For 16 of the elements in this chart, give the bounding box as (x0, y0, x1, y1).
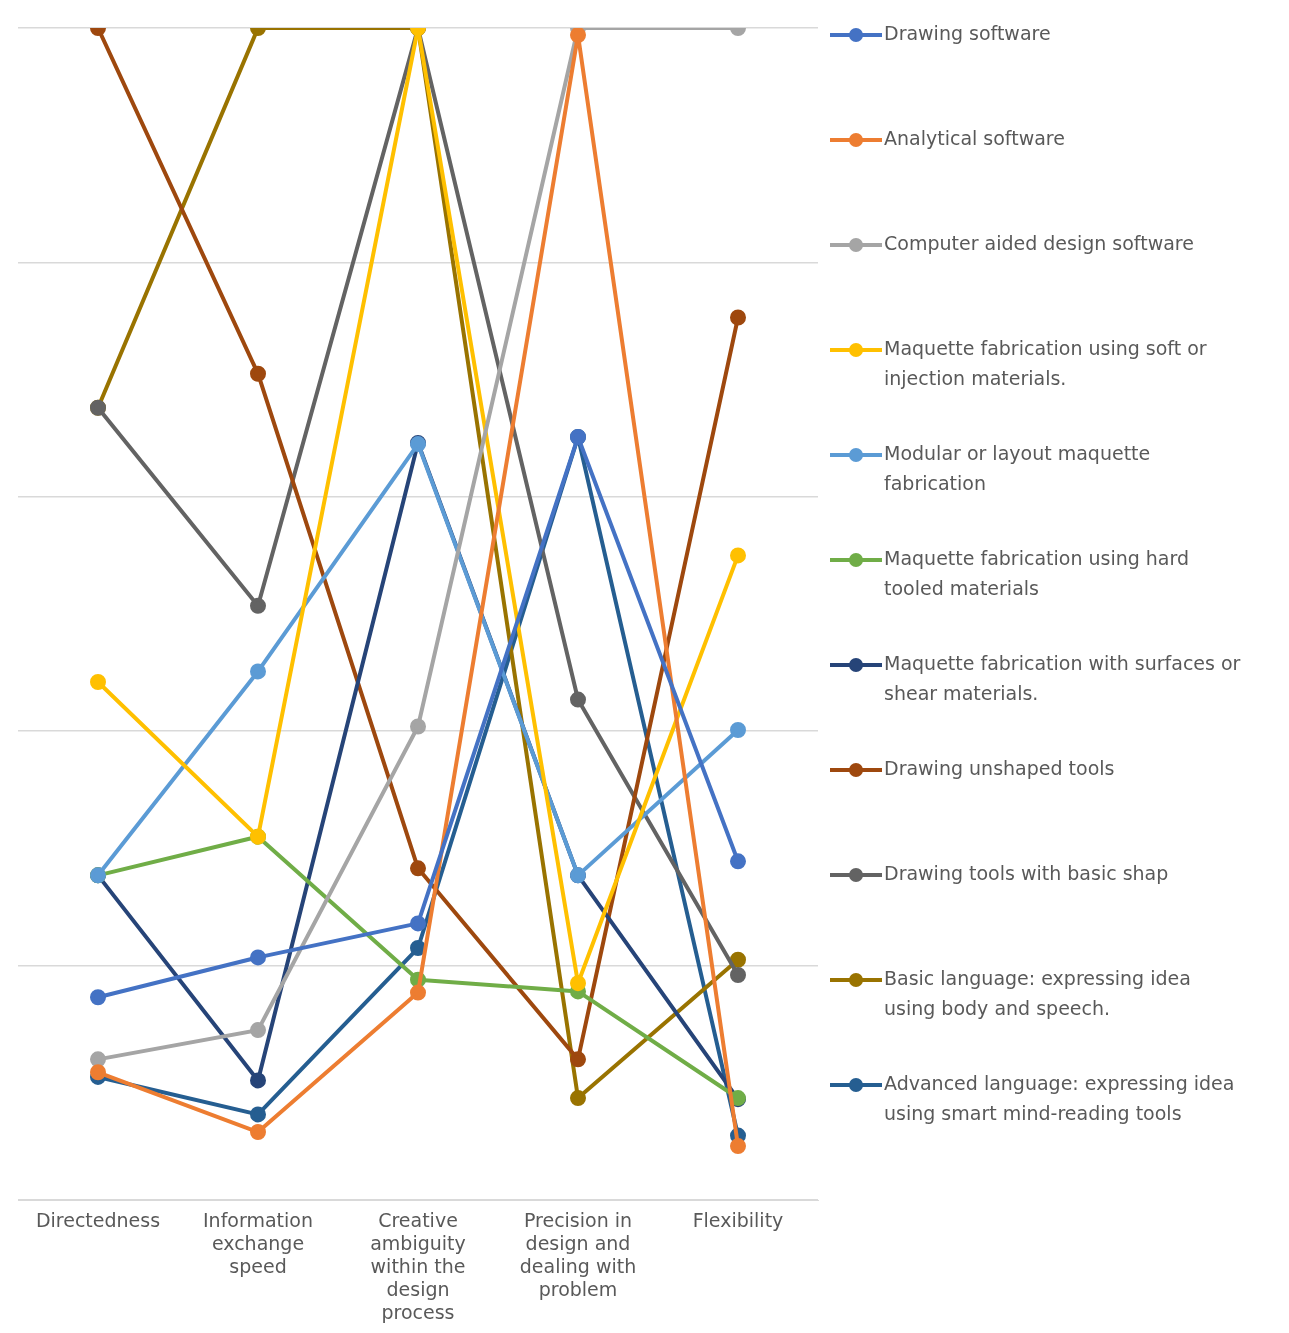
legend-label: Drawing software (884, 21, 1051, 46)
legend-label: Analytical software (884, 126, 1065, 151)
legend-label: Drawing tools with basic shap (884, 861, 1169, 886)
legend-label: Computer aided design software (884, 231, 1194, 256)
x-tick-label: Flexibility (692, 1209, 784, 1232)
legend-label: Maquette fabrication with surfaces or shear materials. (884, 651, 1242, 706)
x-tick-label: Information exchange speed (203, 1209, 313, 1277)
legend-label: Basic language: expressing idea using body and speech. (884, 966, 1192, 1021)
legend-label: Maquette fabrication using hard tooled materials (884, 546, 1191, 601)
legend-label: Modular or layout maquette fabrication (884, 441, 1152, 496)
legend-label: Advanced language: expressing idea using smart mind-reading tools (884, 1071, 1236, 1126)
x-tick-label: Precision in design and dealing with problem (519, 1209, 637, 1300)
legend-label: Drawing unshaped tools (884, 756, 1115, 781)
x-tick-label: Creative ambiguity within the design process (370, 1209, 466, 1323)
legend-label: Maquette fabrication using soft or injection materials. (884, 336, 1208, 391)
x-tick-label: Directedness (35, 1209, 161, 1232)
